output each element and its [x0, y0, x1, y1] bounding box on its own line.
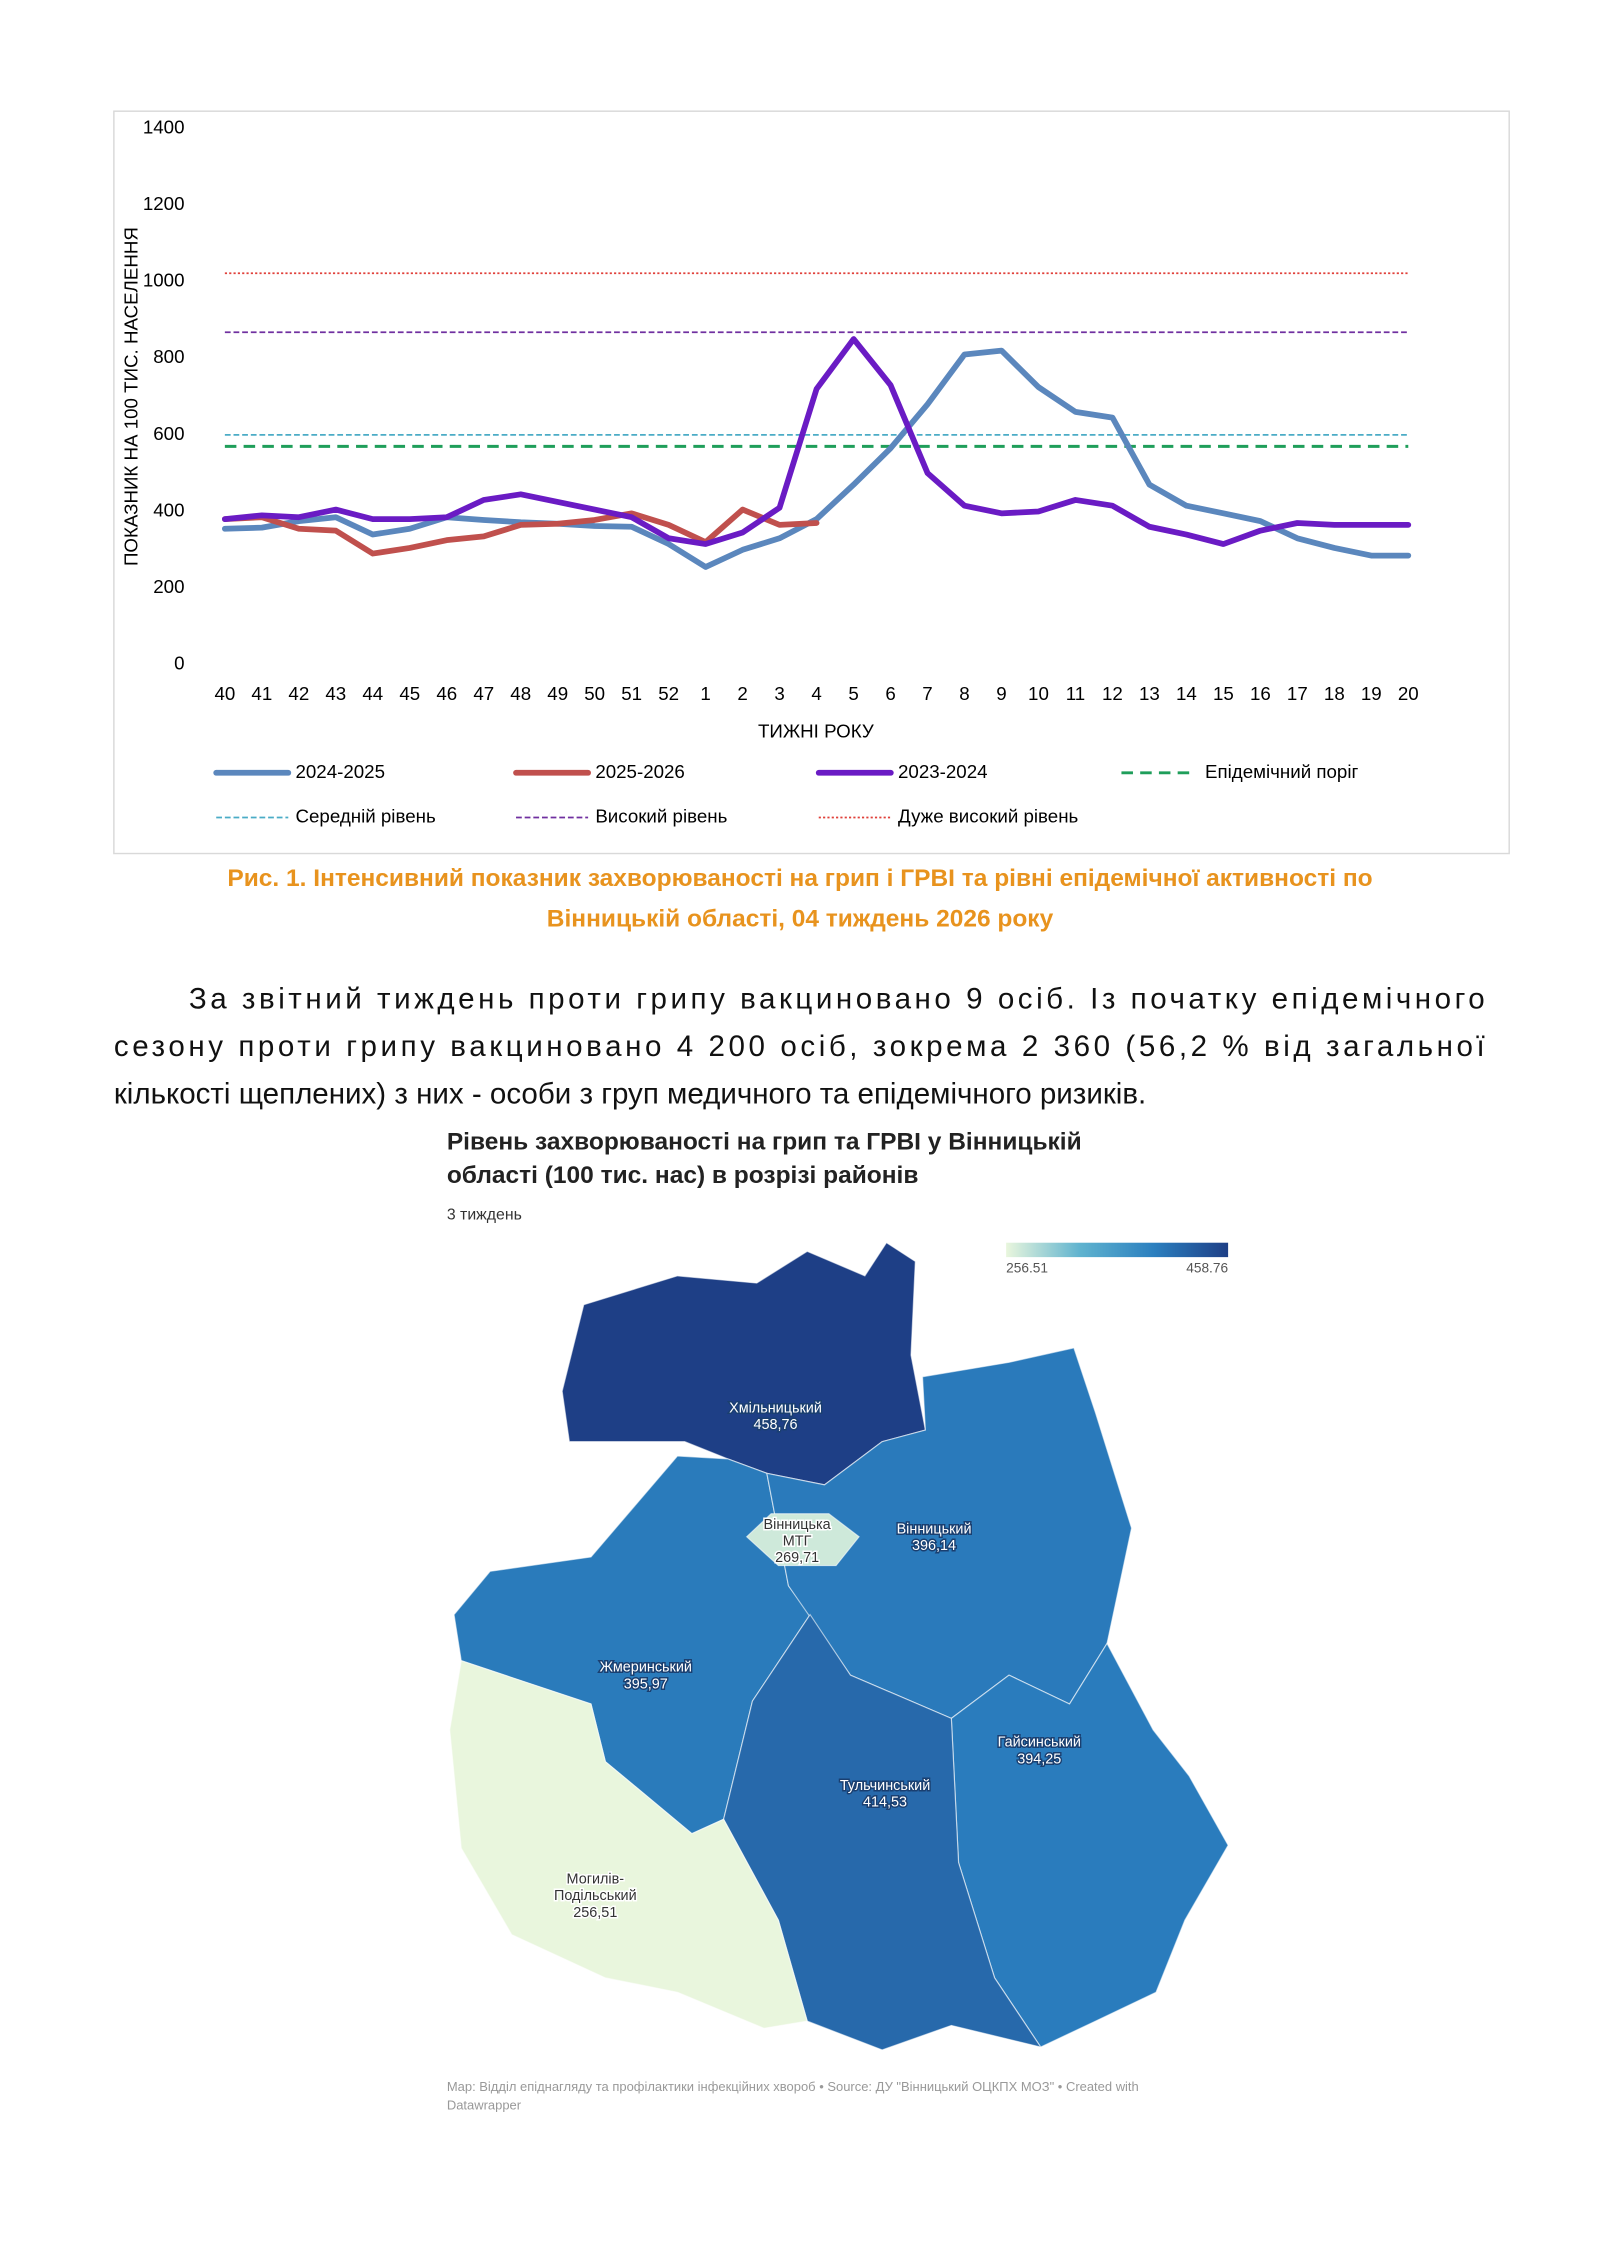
x-tick-label: 42: [288, 683, 309, 704]
x-tick-label: 15: [1213, 683, 1234, 704]
series-line: [221, 336, 1412, 547]
x-tick-label: 45: [399, 683, 420, 704]
x-tick-label: 20: [1398, 683, 1419, 704]
x-tick-label: 40: [214, 683, 235, 704]
x-tick-label: 9: [996, 683, 1006, 704]
legend-label: Середній рівень: [295, 805, 435, 826]
series-line: [221, 506, 820, 557]
caption: Рис. 1. Інтенсивний показник захворювано…: [227, 865, 1372, 892]
x-tick-label: 12: [1102, 683, 1123, 704]
x-tick-label: 10: [1028, 683, 1049, 704]
x-axis-title: ТИЖНІ РОКУ: [758, 720, 874, 741]
region-name: Жмеринський: [600, 1660, 692, 1676]
region-value: 395,97: [624, 1676, 668, 1692]
x-tick-label: 19: [1361, 683, 1382, 704]
x-tick-label: 6: [885, 683, 895, 704]
x-tick-label: 49: [547, 683, 568, 704]
x-tick-label: 5: [848, 683, 858, 704]
region-name: Подільський: [554, 1888, 637, 1904]
region-value: 396,14: [912, 1538, 956, 1554]
x-tick-label: 48: [510, 683, 531, 704]
y-tick-label: 200: [153, 576, 184, 597]
region-name: Могилів-: [567, 1872, 625, 1888]
paragraph-line: За звітний тиждень проти грипу вакцинова…: [189, 982, 1485, 1015]
legend-max: 458.76: [1186, 1260, 1228, 1275]
map-source: Datawrapper: [447, 2098, 522, 2113]
y-tick-label: 0: [174, 653, 184, 674]
x-tick-label: 52: [658, 683, 679, 704]
x-tick-label: 13: [1139, 683, 1160, 704]
paragraph-line: сезону проти грипу вакциновано 4 200 осі…: [114, 1030, 1485, 1063]
chart-frame: [113, 110, 1510, 855]
x-tick-label: 11: [1066, 683, 1085, 704]
map-title: Рівень захворюваності на грип та ГРВІ у …: [447, 1129, 1082, 1156]
series-line: [221, 347, 1412, 570]
x-tick-label: 17: [1287, 683, 1308, 704]
map-region: [561, 1241, 927, 1486]
x-tick-label: 46: [436, 683, 457, 704]
legend-label: 2023-2024: [898, 761, 988, 782]
region-name: Хмільницький: [729, 1400, 822, 1416]
y-tick-label: 1400: [143, 116, 185, 137]
region-value: 414,53: [863, 1795, 907, 1811]
legend-label: Епідемічний поріг: [1205, 761, 1358, 782]
region-value: 458,76: [753, 1417, 797, 1433]
x-tick-label: 14: [1176, 683, 1197, 704]
y-tick-label: 600: [153, 423, 184, 444]
region-value: 269,71: [775, 1550, 819, 1566]
region-name: Вінницька: [764, 1517, 832, 1533]
caption: Вінницькій області, 04 тиждень 2026 року: [547, 905, 1054, 932]
region-name: Вінницький: [897, 1521, 972, 1537]
x-tick-label: 3: [774, 683, 784, 704]
paragraph-line: кількості щеплених) з них - особи з груп…: [114, 1077, 1146, 1110]
region-value: 256,51: [573, 1905, 617, 1921]
region-name: Гайсинський: [998, 1735, 1081, 1751]
x-tick-label: 43: [325, 683, 346, 704]
y-tick-label: 400: [153, 499, 184, 520]
map-source: Map: Відділ епіднагляду та профілактики …: [447, 2079, 1139, 2094]
x-tick-label: 50: [584, 683, 605, 704]
y-tick-label: 800: [153, 346, 184, 367]
legend-label: 2024-2025: [295, 761, 385, 782]
legend-label: Дуже високий рівень: [898, 805, 1078, 826]
x-tick-label: 4: [811, 683, 821, 704]
region-name: Тульчинський: [840, 1778, 930, 1794]
x-tick-label: 44: [362, 683, 383, 704]
region-name: МТГ: [783, 1534, 812, 1550]
x-tick-label: 18: [1324, 683, 1345, 704]
map-region: [745, 1513, 860, 1567]
legend-label: 2025-2026: [595, 761, 685, 782]
legend-min: 256.51: [1006, 1260, 1048, 1275]
legend-gradient: [1006, 1242, 1229, 1258]
x-tick-label: 51: [621, 683, 642, 704]
x-tick-label: 47: [473, 683, 494, 704]
x-tick-label: 41: [251, 683, 272, 704]
y-tick-label: 1000: [143, 270, 185, 291]
y-axis-title: ПОКАЗНИК НА 100 ТИС. НАСЕЛЕННЯ: [121, 227, 142, 566]
x-tick-label: 8: [959, 683, 969, 704]
region-value: 394,25: [1017, 1751, 1061, 1767]
map-subtitle: 3 тиждень: [447, 1207, 522, 1224]
x-tick-label: 7: [922, 683, 932, 704]
x-tick-label: 1: [700, 683, 710, 704]
map-region: [449, 1659, 808, 2029]
x-tick-label: 16: [1250, 683, 1271, 704]
legend-label: Високий рівень: [595, 805, 727, 826]
map-title: області (100 тис. нас) в розрізі районів: [447, 1162, 919, 1189]
y-tick-label: 1200: [143, 193, 185, 214]
x-tick-label: 2: [737, 683, 747, 704]
